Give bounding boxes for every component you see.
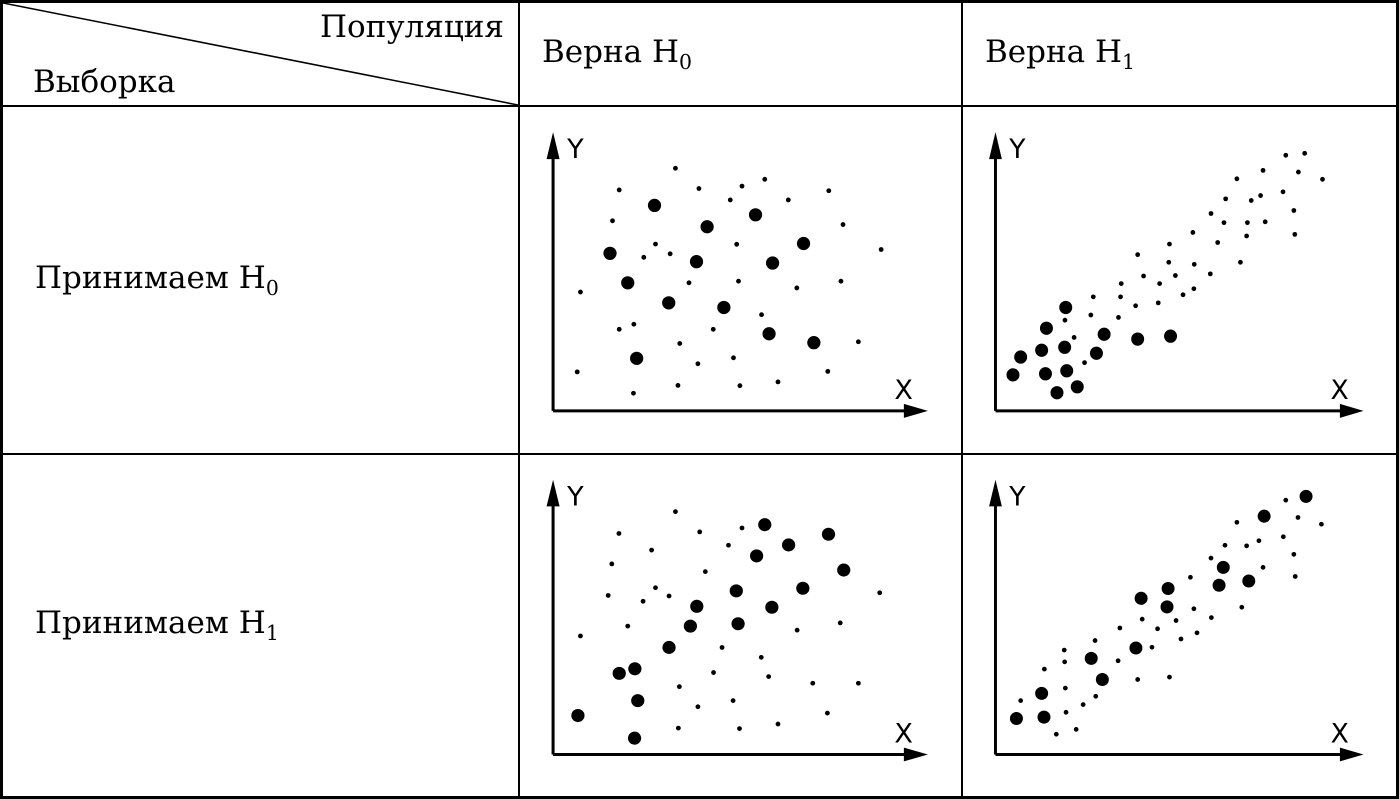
- subscript: 1: [265, 621, 279, 646]
- col-header-h1-true: Верна H1: [963, 3, 1396, 107]
- y-axis-label: Y: [1008, 481, 1026, 512]
- scatter-points: [1006, 150, 1325, 400]
- corner-top-label: Популяция: [319, 9, 504, 45]
- x-axis-arrow: [903, 747, 928, 762]
- y-axis-arrow: [546, 479, 560, 507]
- scatter-plot: Y X: [989, 132, 1364, 418]
- row-header-label: Принимаем H0: [35, 259, 279, 301]
- x-axis-label: X: [894, 719, 913, 750]
- y-axis-label: Y: [566, 134, 584, 165]
- scatter-accept-h0-h1-true: Y X: [963, 107, 1396, 455]
- scatter-plot: Y X: [546, 132, 928, 418]
- y-axis-label: Y: [566, 482, 584, 513]
- y-axis-label: Y: [1008, 134, 1026, 165]
- scatter-points: [571, 509, 883, 745]
- scatter-points: [1009, 489, 1324, 737]
- row-header-accept-h0: Принимаем H0: [3, 107, 520, 455]
- col-header-h0-true: Верна H0: [520, 3, 963, 107]
- scatter-plot: Y X: [546, 479, 928, 762]
- diagonal-divider: [3, 3, 518, 105]
- corner-header-cell: Популяция Выборка: [3, 3, 520, 107]
- row-header-accept-h1: Принимаем H1: [3, 455, 520, 796]
- scatter-accept-h0-h0-true: Y X: [520, 107, 963, 455]
- y-axis-arrow: [989, 132, 1002, 160]
- x-axis-arrow: [1339, 747, 1364, 762]
- y-axis-arrow: [989, 479, 1002, 507]
- scatter-points: [574, 165, 884, 396]
- x-axis-arrow: [1339, 403, 1364, 418]
- y-axis-arrow: [546, 132, 560, 160]
- scatter-accept-h1-h0-true: Y X: [520, 455, 963, 796]
- scatter-plot: Y X: [989, 479, 1364, 762]
- x-axis-label: X: [1331, 375, 1349, 406]
- subscript: 0: [679, 50, 693, 75]
- x-axis-label: X: [1331, 719, 1349, 750]
- col-header-label: Верна H0: [542, 33, 693, 75]
- corner-bottom-label: Выборка: [33, 63, 176, 100]
- col-header-label: Верна H1: [985, 33, 1136, 75]
- x-axis-arrow: [903, 403, 928, 418]
- subscript: 0: [265, 276, 279, 301]
- x-axis-label: X: [894, 375, 913, 406]
- row-header-label: Принимаем H1: [35, 605, 279, 646]
- subscript: 1: [1122, 50, 1136, 75]
- scatter-accept-h1-h1-true: Y X: [963, 455, 1396, 796]
